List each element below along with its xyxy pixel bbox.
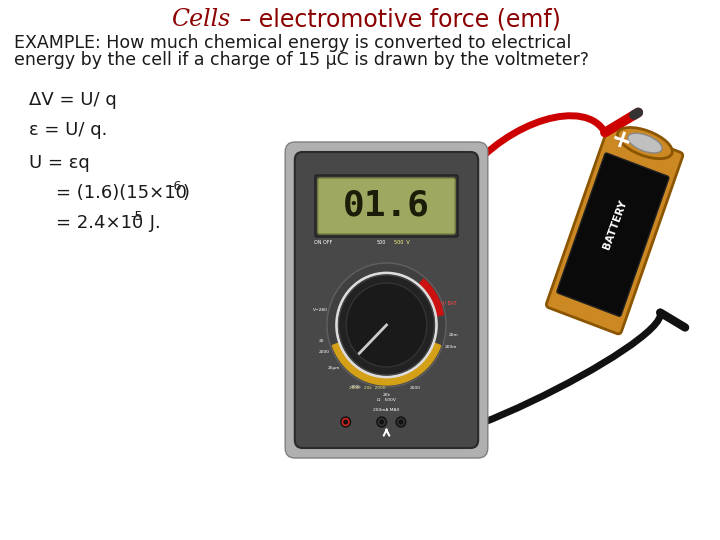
FancyBboxPatch shape: [557, 153, 669, 316]
Text: V∼280: V∼280: [313, 308, 328, 313]
FancyBboxPatch shape: [294, 152, 478, 448]
Text: 500: 500: [377, 240, 386, 245]
Text: V/ BAT: V/ BAT: [441, 300, 457, 306]
Text: 200k: 200k: [351, 386, 361, 389]
Text: ON OFF: ON OFF: [314, 240, 332, 245]
Ellipse shape: [628, 133, 662, 153]
Text: -6: -6: [169, 179, 181, 192]
Text: 20: 20: [318, 339, 324, 343]
Circle shape: [379, 420, 384, 424]
Text: 01.6: 01.6: [343, 189, 430, 223]
Circle shape: [341, 417, 351, 427]
Circle shape: [398, 420, 403, 424]
Text: 200k   20k  2000: 200k 20k 2000: [349, 386, 386, 390]
Circle shape: [343, 420, 348, 424]
FancyBboxPatch shape: [318, 178, 455, 234]
FancyBboxPatch shape: [546, 126, 683, 334]
Text: 20m: 20m: [449, 333, 458, 337]
Text: 500  V: 500 V: [394, 240, 410, 245]
Text: ΔV = U/ q: ΔV = U/ q: [29, 91, 117, 109]
Text: BATTERY: BATTERY: [601, 199, 628, 251]
Circle shape: [396, 417, 405, 427]
FancyBboxPatch shape: [315, 175, 458, 237]
Text: = 2.4×10: = 2.4×10: [55, 214, 143, 232]
Text: -5: -5: [130, 210, 143, 222]
Text: +: +: [606, 126, 634, 156]
Text: ε = U/ q.: ε = U/ q.: [29, 121, 107, 139]
Ellipse shape: [618, 127, 672, 159]
Circle shape: [327, 263, 446, 387]
Polygon shape: [333, 343, 441, 385]
Text: = (1.6)(15×10: = (1.6)(15×10: [55, 184, 186, 202]
Circle shape: [338, 275, 434, 375]
Text: 200m: 200m: [444, 345, 456, 349]
Circle shape: [346, 283, 427, 367]
Text: Ω   500V: Ω 500V: [377, 398, 396, 402]
Polygon shape: [418, 279, 444, 316]
Text: 2000: 2000: [410, 387, 420, 390]
Text: J.: J.: [144, 214, 161, 232]
Circle shape: [377, 417, 387, 427]
Text: U = εq: U = εq: [29, 154, 89, 172]
Text: Cells: Cells: [171, 8, 230, 30]
FancyBboxPatch shape: [285, 142, 488, 458]
Text: – electromotive force (emf): – electromotive force (emf): [233, 7, 562, 31]
Text: 20k: 20k: [382, 393, 390, 397]
Text: energy by the cell if a charge of 15 μC is drawn by the voltmeter?: energy by the cell if a charge of 15 μC …: [14, 51, 590, 69]
Text: ): ): [182, 184, 189, 202]
Text: 2000: 2000: [319, 350, 330, 354]
Text: EXAMPLE: How much chemical energy is converted to electrical: EXAMPLE: How much chemical energy is con…: [14, 34, 572, 52]
Text: 20μm: 20μm: [328, 366, 340, 370]
Text: 200mA MAX: 200mA MAX: [373, 408, 400, 412]
